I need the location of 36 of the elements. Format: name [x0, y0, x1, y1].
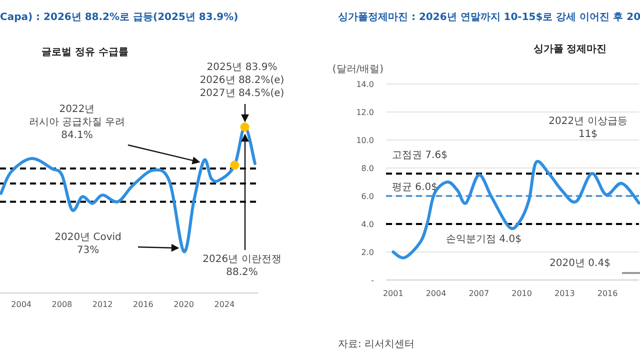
x-tick-label: 2004	[11, 300, 32, 309]
x-tick-label: 2013	[554, 289, 575, 298]
chart-title: 글로벌 정유 수급률	[42, 47, 128, 58]
text: 자료: 리서치센터	[338, 339, 415, 350]
x-tick-label: 2004	[426, 289, 446, 298]
annotation: 2022년 이상급등 11$	[548, 116, 628, 140]
ref-line-label: 평균 6.0$	[392, 182, 438, 193]
y-tick-label: 12.0	[356, 108, 374, 117]
annotation: 2020년 Covid 73%	[54, 232, 122, 256]
x-tick-label: 2010	[512, 289, 532, 298]
x-tick-label: 2020	[174, 300, 194, 309]
x-tick-label: 2008	[52, 300, 72, 309]
y-tick-label: 6.0	[361, 192, 374, 201]
x-tick-label: 2007	[468, 289, 490, 298]
ref-line-label: 손익분기점 4.0$	[446, 234, 522, 245]
annotation: 2026년 이란전쟁 88.2%	[202, 254, 282, 278]
chart-subtitle: Capa) : 2026년 88.2%로 급등(2025년 83.9%)	[0, 12, 238, 23]
chart-title: 싱가폴 정제마진	[533, 44, 607, 55]
y-tick-label: 4.0	[361, 220, 374, 229]
x-tick-label: 2024	[214, 300, 235, 309]
y-tick-label: 10.0	[356, 136, 374, 145]
x-tick-label: 2016	[133, 300, 154, 309]
annotation: 2022년 러시아 공급차질 우려 84.1%	[28, 104, 126, 141]
x-tick-label: 2016	[597, 289, 618, 298]
chart-subtitle: 싱가폴정제마진 : 2026년 연말까지 10-15$로 강세 이어진 후 20	[338, 12, 640, 23]
y-tick-label: 2.0	[361, 248, 374, 257]
line-series	[392, 160, 640, 260]
y-tick-label: -	[371, 276, 374, 285]
annotation: 2020년 0.4$	[550, 258, 610, 269]
x-tick-label: 2012	[92, 300, 113, 309]
ref-line-label: 고점권 7.6$	[392, 150, 448, 161]
y-tick-label: 14.0	[356, 80, 374, 89]
y-tick-label: 8.0	[361, 164, 374, 173]
y-axis-title: (달러/배럴)	[332, 64, 384, 75]
x-tick-label: 2001	[382, 289, 404, 298]
text: 2025년 83.9% 2026년 88.2%(e) 2027년 84.5%(e)	[200, 62, 284, 99]
